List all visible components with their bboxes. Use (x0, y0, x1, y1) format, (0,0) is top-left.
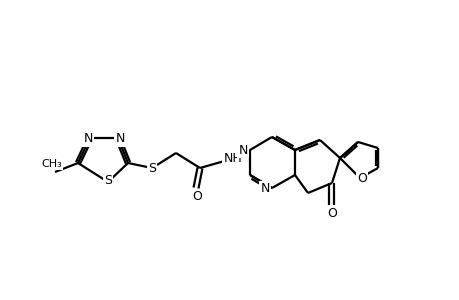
Text: O: O (356, 172, 366, 185)
Text: S: S (104, 175, 112, 188)
Text: O: O (326, 208, 336, 220)
Text: NH: NH (223, 152, 242, 166)
Text: CH₃: CH₃ (41, 159, 62, 169)
Text: N: N (238, 143, 247, 157)
Text: N: N (83, 133, 92, 146)
Text: N: N (115, 133, 124, 146)
Text: S: S (148, 161, 156, 175)
Text: O: O (192, 190, 202, 203)
Text: N: N (260, 182, 269, 196)
